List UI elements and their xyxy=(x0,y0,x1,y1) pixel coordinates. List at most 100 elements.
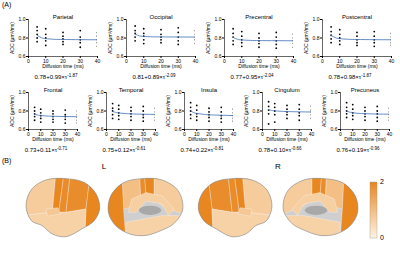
svg-text:0.6: 0.6 xyxy=(253,126,260,132)
svg-text:1.0: 1.0 xyxy=(253,89,260,95)
html-text:(A): (A) xyxy=(2,1,12,8)
html-text:0.77+0.95×τ-2.04: 0.77+0.95×τ-2.04 xyxy=(230,73,274,80)
html-text:0.75+0.12×τ-0.61: 0.75+0.12×τ-0.61 xyxy=(102,146,146,153)
svg-text:R: R xyxy=(275,162,281,171)
svg-text:0.8: 0.8 xyxy=(117,35,124,41)
svg-text:0.8: 0.8 xyxy=(175,108,182,114)
svg-text:L: L xyxy=(102,162,107,171)
svg-text:ADC (μm²/ms): ADC (μm²/ms) xyxy=(87,95,93,127)
svg-text:Parietal: Parietal xyxy=(53,14,73,20)
svg-text:40: 40 xyxy=(387,131,393,137)
svg-text:10: 10 xyxy=(43,58,49,65)
html-text:0.78+0.98×τ-1.87: 0.78+0.98×τ-1.87 xyxy=(328,73,372,80)
svg-text:0.8: 0.8 xyxy=(331,108,338,114)
svg-text:Diffusion time (ms): Diffusion time (ms) xyxy=(32,136,74,142)
svg-text:0.6: 0.6 xyxy=(19,53,26,59)
svg-text:1.0: 1.0 xyxy=(117,16,124,22)
svg-text:Diffusion time (ms): Diffusion time (ms) xyxy=(110,136,152,142)
svg-text:Precuneus: Precuneus xyxy=(351,87,380,93)
svg-text:Diffusion time (ms): Diffusion time (ms) xyxy=(344,136,386,142)
svg-text:0.8: 0.8 xyxy=(253,108,260,114)
svg-text:0: 0 xyxy=(27,131,30,137)
svg-text:0: 0 xyxy=(125,58,128,64)
svg-text:Diffusion time (ms): Diffusion time (ms) xyxy=(238,63,280,69)
svg-text:0.6: 0.6 xyxy=(117,53,124,59)
html-text:0.73+0.11×τ-0.71: 0.73+0.11×τ-0.71 xyxy=(24,146,68,153)
svg-text:0: 0 xyxy=(339,131,342,137)
svg-text:ADC (μm²/ms): ADC (μm²/ms) xyxy=(243,95,249,127)
svg-text:1.0: 1.0 xyxy=(313,16,320,22)
svg-text:ADC (μm²/ms): ADC (μm²/ms) xyxy=(321,95,327,127)
html-text:(B): (B) xyxy=(2,157,12,164)
html-text:0.78+0.10×τ-0.66: 0.78+0.10×τ-0.66 xyxy=(258,146,302,153)
svg-text:Frontal: Frontal xyxy=(44,87,63,93)
svg-text:ADC (μm²/ms): ADC (μm²/ms) xyxy=(205,22,211,54)
svg-text:40: 40 xyxy=(389,58,395,64)
svg-text:Diffusion time (ms): Diffusion time (ms) xyxy=(336,63,378,69)
svg-text:1.0: 1.0 xyxy=(19,16,26,22)
svg-text:40: 40 xyxy=(193,58,199,64)
svg-text:Insula: Insula xyxy=(201,87,218,93)
svg-text:Diffusion time (ms): Diffusion time (ms) xyxy=(140,63,182,69)
svg-text:10: 10 xyxy=(239,58,245,65)
svg-text:20: 20 xyxy=(158,58,164,65)
svg-text:1.0: 1.0 xyxy=(331,89,338,95)
svg-text:ADC (μm²/ms): ADC (μm²/ms) xyxy=(303,22,309,54)
svg-text:0.6: 0.6 xyxy=(215,53,222,59)
svg-text:1.0: 1.0 xyxy=(175,89,182,95)
svg-text:20: 20 xyxy=(60,58,66,65)
svg-text:0.8: 0.8 xyxy=(97,108,104,114)
svg-text:1.0: 1.0 xyxy=(19,89,26,95)
svg-text:Diffusion time (ms): Diffusion time (ms) xyxy=(42,63,84,69)
svg-text:0.8: 0.8 xyxy=(215,35,222,41)
svg-text:10: 10 xyxy=(337,58,343,65)
svg-text:0.6: 0.6 xyxy=(19,126,26,132)
svg-text:ADC (μm²/ms): ADC (μm²/ms) xyxy=(9,95,15,127)
html-text:0.81+0.89×τ-2.09: 0.81+0.89×τ-2.09 xyxy=(132,73,176,80)
svg-text:30: 30 xyxy=(77,58,83,65)
svg-text:0: 0 xyxy=(261,131,264,137)
svg-text:0: 0 xyxy=(183,131,186,137)
html-text:0.78+0.99×τ-1.87: 0.78+0.99×τ-1.87 xyxy=(34,73,78,80)
html-text:0.76+0.19×τ-0.96: 0.76+0.19×τ-0.96 xyxy=(336,146,380,153)
svg-text:20: 20 xyxy=(354,58,360,65)
svg-text:20: 20 xyxy=(256,58,262,65)
svg-text:40: 40 xyxy=(95,58,101,64)
svg-text:1.0: 1.0 xyxy=(215,16,222,22)
svg-text:0: 0 xyxy=(27,58,30,64)
svg-text:40: 40 xyxy=(309,131,315,137)
svg-text:Occipital: Occipital xyxy=(149,14,172,20)
svg-text:0: 0 xyxy=(105,131,108,137)
svg-text:40: 40 xyxy=(291,58,297,64)
svg-text:0.8: 0.8 xyxy=(19,35,26,41)
svg-text:40: 40 xyxy=(75,131,81,137)
svg-text:Postcentral: Postcentral xyxy=(342,14,372,20)
svg-text:ADC (μm²/ms): ADC (μm²/ms) xyxy=(165,95,171,127)
svg-text:0.6: 0.6 xyxy=(313,53,320,59)
svg-text:30: 30 xyxy=(371,58,377,65)
svg-text:0: 0 xyxy=(380,234,384,241)
svg-text:0.6: 0.6 xyxy=(97,126,104,132)
svg-text:0: 0 xyxy=(223,58,226,64)
svg-text:1.0: 1.0 xyxy=(97,89,104,95)
svg-text:30: 30 xyxy=(175,58,181,65)
svg-text:0.8: 0.8 xyxy=(19,108,26,114)
svg-text:Diffusion time (ms): Diffusion time (ms) xyxy=(266,136,308,142)
svg-text:10: 10 xyxy=(141,58,147,65)
svg-text:30: 30 xyxy=(273,58,279,65)
svg-text:0.8: 0.8 xyxy=(313,35,320,41)
html-text:0.74+0.22×τ-0.81: 0.74+0.22×τ-0.81 xyxy=(180,146,224,153)
svg-text:2: 2 xyxy=(380,178,384,185)
svg-text:Cingulum: Cingulum xyxy=(274,87,299,93)
svg-text:Temporal: Temporal xyxy=(119,87,144,93)
svg-text:40: 40 xyxy=(231,131,237,137)
svg-text:0.6: 0.6 xyxy=(175,126,182,132)
svg-text:0.6: 0.6 xyxy=(331,126,338,132)
svg-text:0: 0 xyxy=(321,58,324,64)
svg-text:40: 40 xyxy=(153,131,159,137)
svg-text:ADC (μm²/ms): ADC (μm²/ms) xyxy=(107,22,113,54)
svg-text:ADC (μm²/ms): ADC (μm²/ms) xyxy=(9,22,15,54)
svg-text:Precentral: Precentral xyxy=(245,14,272,20)
svg-text:10: 10 xyxy=(38,131,44,138)
svg-text:Diffusion time (ms): Diffusion time (ms) xyxy=(188,136,230,142)
